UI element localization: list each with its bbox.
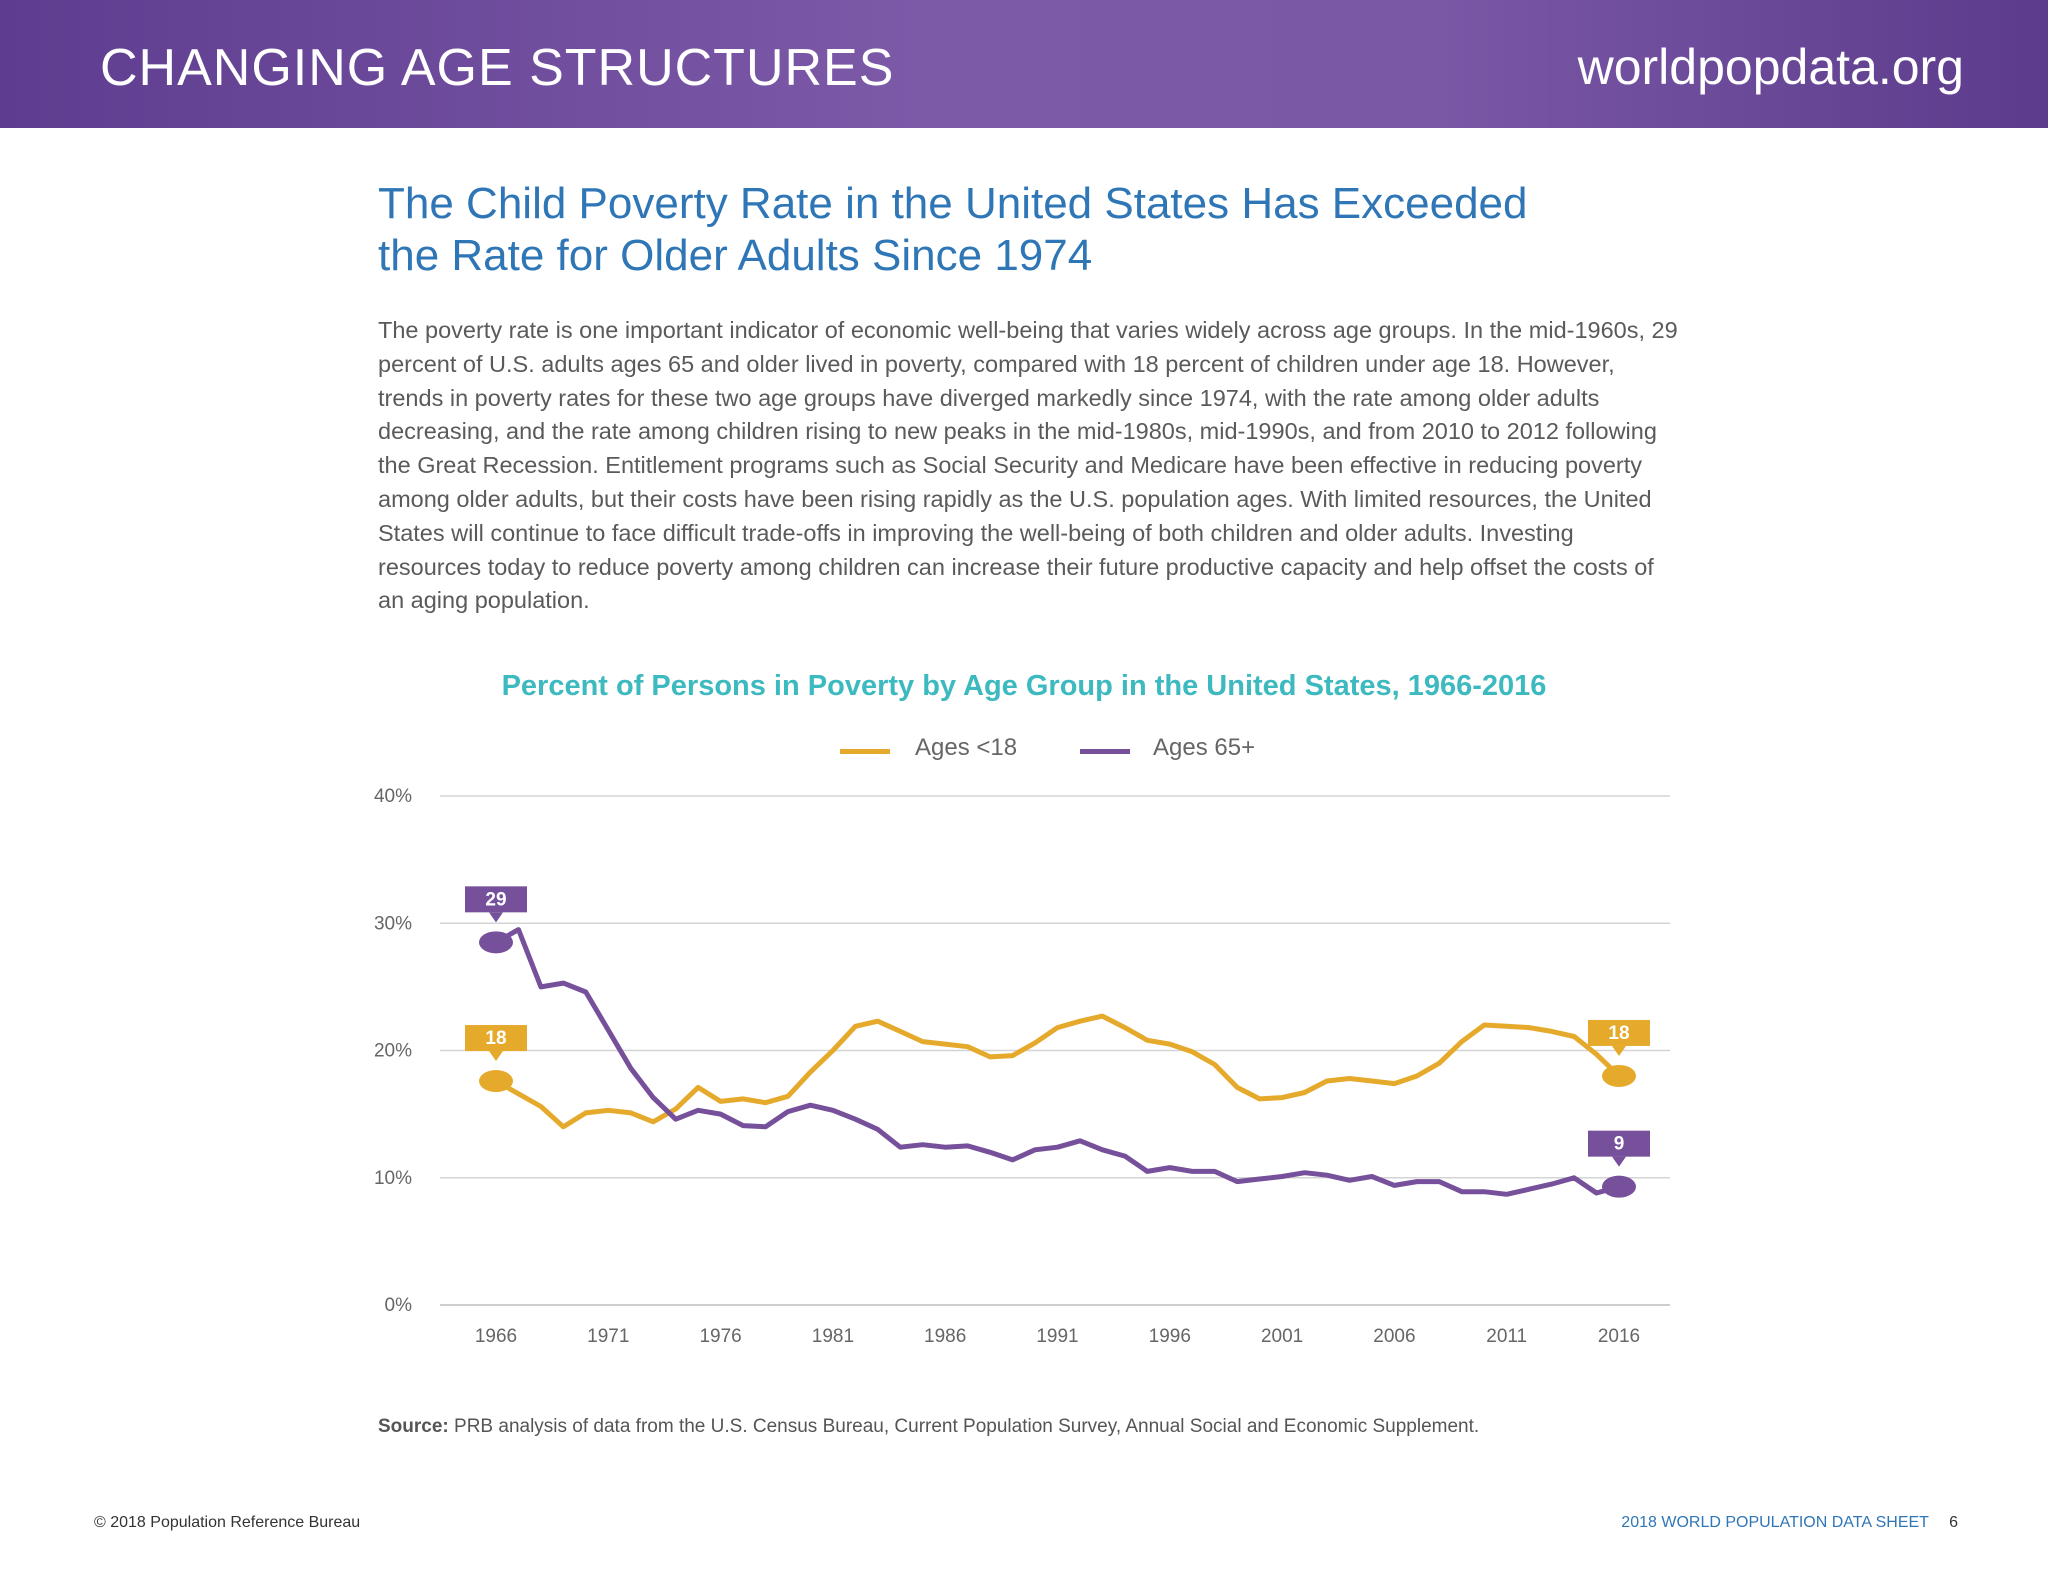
- page-title: The Child Poverty Rate in the United Sta…: [378, 178, 1578, 282]
- elderly-start-callout-pointer: [489, 912, 503, 923]
- elderly-start-callout-marker: [479, 931, 513, 954]
- y-tick-label: 20%: [374, 1041, 412, 1062]
- x-tick-label: 1991: [1036, 1326, 1078, 1347]
- x-tick-label: 2011: [1486, 1326, 1527, 1347]
- x-tick-label: 1976: [699, 1326, 741, 1347]
- y-tick-label: 0%: [385, 1295, 413, 1316]
- series-line-elderly: [493, 927, 1622, 1197]
- x-tick-label: 2006: [1373, 1326, 1415, 1347]
- children-start-callout-label: 18: [485, 1028, 506, 1049]
- page-title-line-1: The Child Poverty Rate in the United Sta…: [378, 179, 1528, 228]
- page-title-line-2: the Rate for Older Adults Since 1974: [378, 231, 1093, 280]
- children-start-callout-pointer: [489, 1051, 503, 1062]
- children-start-callout-box: [465, 1025, 527, 1052]
- y-tick-label: 10%: [374, 1168, 412, 1189]
- legend-swatch-children: [840, 749, 890, 754]
- header-banner: CHANGING AGE STRUCTURES worldpopdata.org: [0, 0, 2048, 128]
- elderly-start-callout-label: 29: [485, 889, 506, 910]
- series-line-children: [493, 1013, 1622, 1130]
- elderly-end-callout-marker: [1602, 1175, 1636, 1198]
- x-tick-label: 1986: [924, 1326, 966, 1347]
- x-tick-label: 2001: [1261, 1326, 1303, 1347]
- x-tick-label: 2016: [1598, 1326, 1640, 1347]
- legend-label-children: Ages <18: [915, 734, 1018, 761]
- intro-paragraph: The poverty rate is one important indica…: [378, 317, 1678, 614]
- x-tick-label: 1966: [475, 1326, 517, 1347]
- page-number: 6: [1949, 1514, 1958, 1531]
- chart-title: Percent of Persons in Poverty by Age Gro…: [501, 670, 1547, 702]
- elderly-end-callout-box: [1588, 1130, 1650, 1157]
- y-tick-label: 40%: [374, 786, 412, 807]
- children-start-callout-marker: [479, 1070, 513, 1093]
- x-tick-label: 1981: [812, 1326, 854, 1347]
- y-tick-label: 30%: [374, 913, 412, 934]
- children-end-callout-box: [1588, 1019, 1650, 1046]
- children-end-callout-marker: [1602, 1064, 1636, 1087]
- legend-swatch-elderly: [1080, 749, 1130, 754]
- chart-legend: Ages <18 Ages 65+: [840, 734, 1260, 768]
- source-label: Source:: [378, 1416, 449, 1437]
- elderly-end-callout-label: 9: [1614, 1134, 1625, 1155]
- site-url[interactable]: worldpopdata.org: [1577, 39, 1964, 95]
- x-tick-label: 1996: [1149, 1326, 1191, 1347]
- x-tick-label: 1971: [587, 1326, 629, 1347]
- elderly-end-callout-pointer: [1612, 1156, 1626, 1167]
- chart-source: Source: PRB analysis of data from the U.…: [378, 1416, 1479, 1438]
- copyright: © 2018 Population Reference Bureau: [94, 1514, 361, 1531]
- children-end-callout-label: 18: [1608, 1023, 1629, 1044]
- legend-label-elderly: Ages 65+: [1153, 734, 1256, 761]
- footer-publication: 2018 WORLD POPULATION DATA SHEET 6: [1621, 1514, 1958, 1532]
- section-title: CHANGING AGE STRUCTURES: [100, 39, 895, 97]
- elderly-start-callout-box: [465, 886, 527, 913]
- source-text: PRB analysis of data from the U.S. Censu…: [454, 1416, 1480, 1437]
- publication-title: 2018 WORLD POPULATION DATA SHEET: [1621, 1514, 1929, 1531]
- children-end-callout-pointer: [1612, 1045, 1626, 1056]
